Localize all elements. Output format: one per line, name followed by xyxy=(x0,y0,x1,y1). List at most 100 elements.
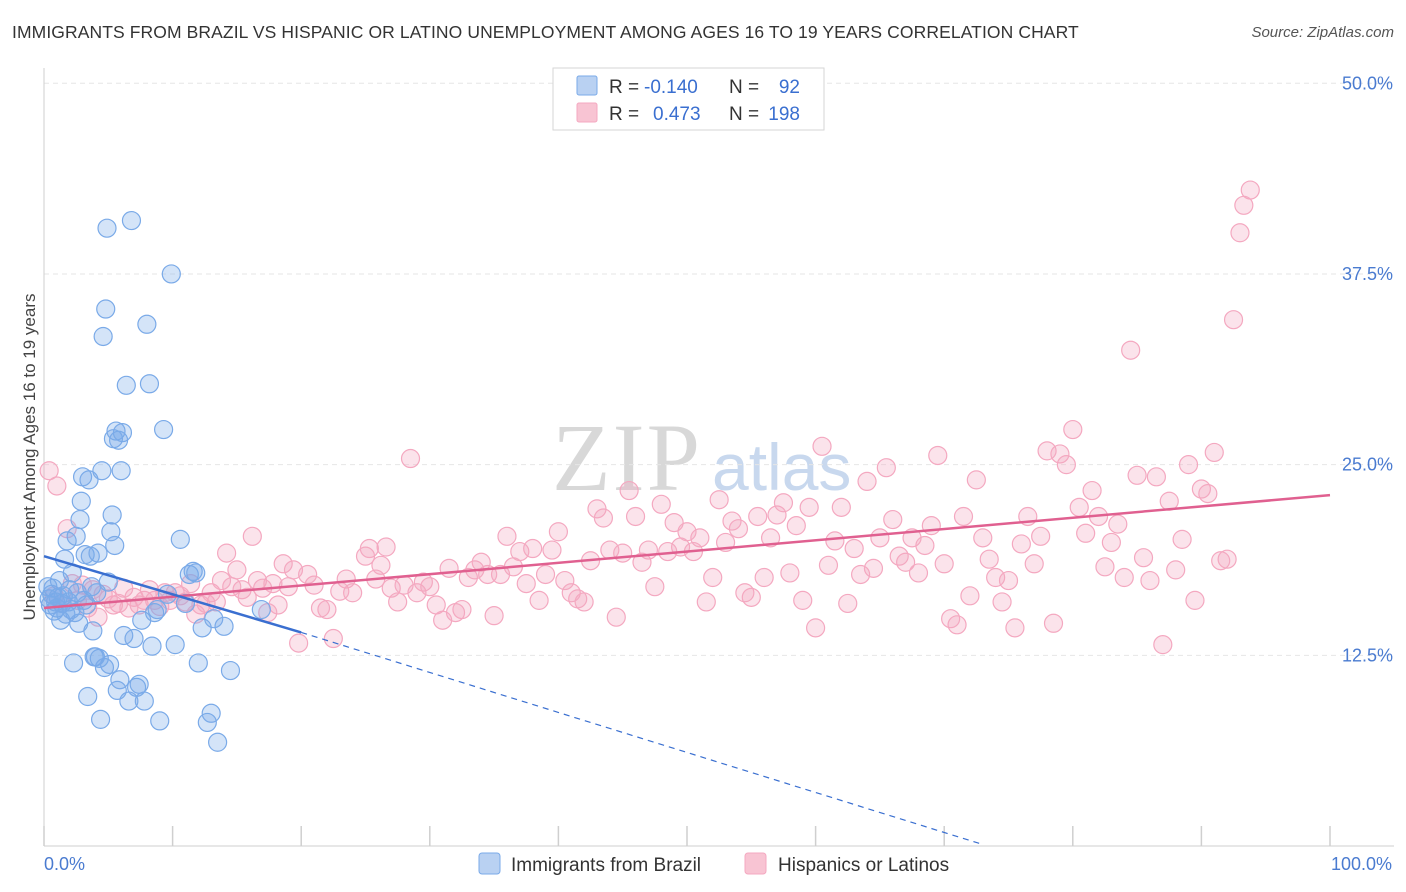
hispanic-point xyxy=(1223,310,1244,330)
hispanic-point xyxy=(268,595,288,615)
hispanic-point xyxy=(632,552,652,572)
hispanic-point xyxy=(555,570,575,591)
gridlines xyxy=(44,82,1394,656)
legend-label-brazil: Immigrants from Brazil xyxy=(511,855,701,876)
stats-n-label-2: N = xyxy=(729,104,759,125)
hispanic-point xyxy=(237,587,257,607)
brazil-point xyxy=(251,599,271,620)
brazil-point xyxy=(165,635,185,655)
hispanic-point xyxy=(645,577,665,597)
y-axis-tick-labels: 12.5% 25.0% 37.5% 50.0% xyxy=(1342,73,1393,665)
stats-n-value-2: 198 xyxy=(768,104,800,125)
hispanic-point xyxy=(883,509,903,530)
hispanic-point xyxy=(921,516,941,536)
hispanic-point xyxy=(1172,529,1192,549)
brazil-point xyxy=(161,264,181,284)
hispanic-point xyxy=(741,587,761,607)
legend-label-hispanic: Hispanics or Latinos xyxy=(778,855,949,876)
y-tick-label: 25.0% xyxy=(1342,455,1393,475)
hispanic-point xyxy=(1011,534,1031,554)
hispanic-point xyxy=(1101,532,1121,553)
hispanic-point xyxy=(979,549,999,569)
brazil-point xyxy=(214,616,234,636)
hispanic-point xyxy=(780,563,800,583)
brazil-point xyxy=(80,546,100,566)
brazil-point xyxy=(124,628,144,649)
hispanic-point xyxy=(728,519,749,539)
hispanic-point xyxy=(896,552,916,572)
stats-r-label-1: R = xyxy=(609,77,639,98)
hispanic-point xyxy=(805,618,826,638)
hispanic-point xyxy=(915,535,935,556)
hispanic-point xyxy=(211,570,232,591)
trend-lines xyxy=(43,493,1331,846)
hispanic-point xyxy=(1076,523,1096,543)
hispanic-point xyxy=(376,537,396,557)
brazil-point xyxy=(188,653,208,673)
hispanic-point xyxy=(1056,455,1076,475)
hispanic-point xyxy=(619,480,639,501)
hispanic-point xyxy=(760,528,781,548)
hispanic-point xyxy=(1153,635,1173,655)
hispanic-point xyxy=(838,593,858,614)
hispanic-point xyxy=(323,628,343,649)
hispanic-point xyxy=(825,531,845,551)
hispanic-point xyxy=(1069,497,1089,517)
watermark-zip: ZIP xyxy=(552,404,702,511)
hispanic-point xyxy=(696,592,716,612)
brazil-point xyxy=(78,686,98,707)
brazil-point xyxy=(208,732,228,752)
y-axis-label: Unemployment Among Ages 16 to 19 years xyxy=(20,294,39,621)
stats-box-frame xyxy=(552,67,825,131)
brazil-point xyxy=(153,419,174,440)
hispanic-point xyxy=(283,560,304,580)
hispanic-point xyxy=(1230,223,1250,243)
brazil-point xyxy=(93,326,113,347)
hispanic-point xyxy=(484,606,504,626)
brazil-point xyxy=(170,529,190,549)
stats-swatch-brazil xyxy=(576,75,598,96)
hispanic-point xyxy=(998,570,1019,591)
hispanic-point xyxy=(242,526,262,546)
hispanic-point xyxy=(793,590,813,610)
stats-n-label-1: N = xyxy=(729,77,759,98)
hispanic-point xyxy=(973,528,993,548)
hispanic-point xyxy=(593,508,614,528)
y-tick-label: 37.5% xyxy=(1342,264,1393,284)
hispanic-point xyxy=(47,476,67,496)
stats-r-value-1: -0.140 xyxy=(644,77,698,98)
brazil-point xyxy=(147,599,167,620)
hispanic-point xyxy=(876,458,896,478)
hispanic-point xyxy=(1140,570,1160,591)
hispanic-point xyxy=(523,538,543,559)
brazil-point xyxy=(111,461,131,481)
hispanic-point xyxy=(1240,180,1260,200)
hispanic-point xyxy=(1082,480,1102,501)
brazil-point xyxy=(201,703,221,723)
x-tick-label-max: 100.0% xyxy=(1331,854,1392,874)
brazil-point xyxy=(144,602,165,623)
legend-swatch-hispanic xyxy=(744,852,767,875)
hispanic-point xyxy=(748,506,768,527)
hispanic-point xyxy=(960,586,980,606)
brazil-point xyxy=(60,580,80,600)
hispanic-point xyxy=(818,555,839,575)
hispanic-point xyxy=(786,516,806,536)
brazil-point xyxy=(139,374,160,394)
brazil-point xyxy=(137,314,157,334)
x-axis-ticks xyxy=(43,826,1331,846)
watermark-atlas: atlas xyxy=(712,430,851,504)
hispanic-point xyxy=(1121,340,1141,360)
hispanic-point xyxy=(799,497,819,517)
hispanic-point xyxy=(651,494,671,514)
hispanic-point xyxy=(516,574,536,594)
brazil-point xyxy=(83,621,103,641)
hispanic-point xyxy=(217,543,237,563)
hispanic-point xyxy=(1185,590,1205,610)
hispanic-point xyxy=(371,555,391,575)
brazil-point xyxy=(129,674,149,694)
brazil-point xyxy=(66,526,86,546)
brazil-point xyxy=(204,609,224,629)
hispanic-point xyxy=(992,592,1012,612)
